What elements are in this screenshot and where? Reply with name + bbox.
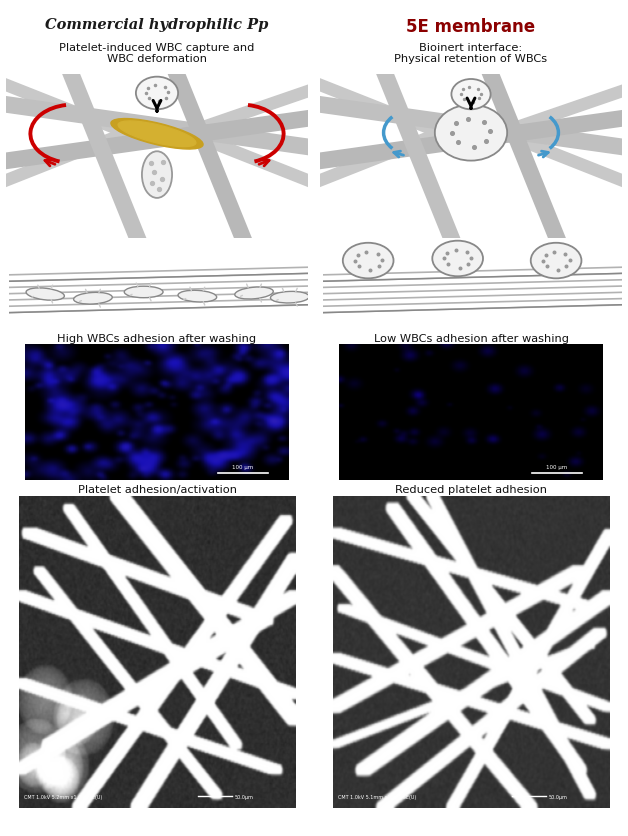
Text: 100 μm: 100 μm	[232, 465, 253, 470]
Text: CMT 1.0kV 5.2mm x1.00k SE(U): CMT 1.0kV 5.2mm x1.00k SE(U)	[24, 794, 102, 799]
Circle shape	[435, 105, 507, 161]
Text: Reduced platelet adhesion: Reduced platelet adhesion	[395, 484, 547, 494]
Text: Platelet-induced WBC capture and
WBC deformation: Platelet-induced WBC capture and WBC def…	[59, 43, 255, 64]
Ellipse shape	[235, 288, 273, 299]
Circle shape	[343, 243, 394, 279]
Text: 50.0μm: 50.0μm	[548, 794, 567, 799]
Text: CMT 1.0kV 5.1mm x1.00k SE(U): CMT 1.0kV 5.1mm x1.00k SE(U)	[338, 794, 416, 799]
Ellipse shape	[142, 152, 172, 199]
Ellipse shape	[178, 291, 217, 303]
Text: 100 μm: 100 μm	[546, 465, 567, 470]
Ellipse shape	[118, 122, 196, 147]
Text: Platelet adhesion/activation: Platelet adhesion/activation	[77, 484, 237, 494]
Text: 5E membrane: 5E membrane	[406, 18, 536, 37]
Text: Low WBCs adhesion after washing: Low WBCs adhesion after washing	[374, 334, 568, 344]
Text: 50.0μm: 50.0μm	[234, 794, 253, 799]
Text: Commercial hydrophilic Pp: Commercial hydrophilic Pp	[45, 18, 269, 33]
Text: Bioinert interface:
Physical retention of WBCs: Bioinert interface: Physical retention o…	[394, 43, 548, 64]
Circle shape	[136, 78, 178, 110]
Ellipse shape	[111, 120, 203, 150]
Circle shape	[531, 243, 582, 279]
Ellipse shape	[73, 293, 112, 304]
Text: High WBCs adhesion after washing: High WBCs adhesion after washing	[57, 334, 257, 344]
Circle shape	[432, 242, 483, 277]
Circle shape	[452, 80, 490, 110]
Ellipse shape	[271, 292, 309, 303]
Ellipse shape	[124, 287, 163, 298]
Ellipse shape	[26, 288, 64, 301]
